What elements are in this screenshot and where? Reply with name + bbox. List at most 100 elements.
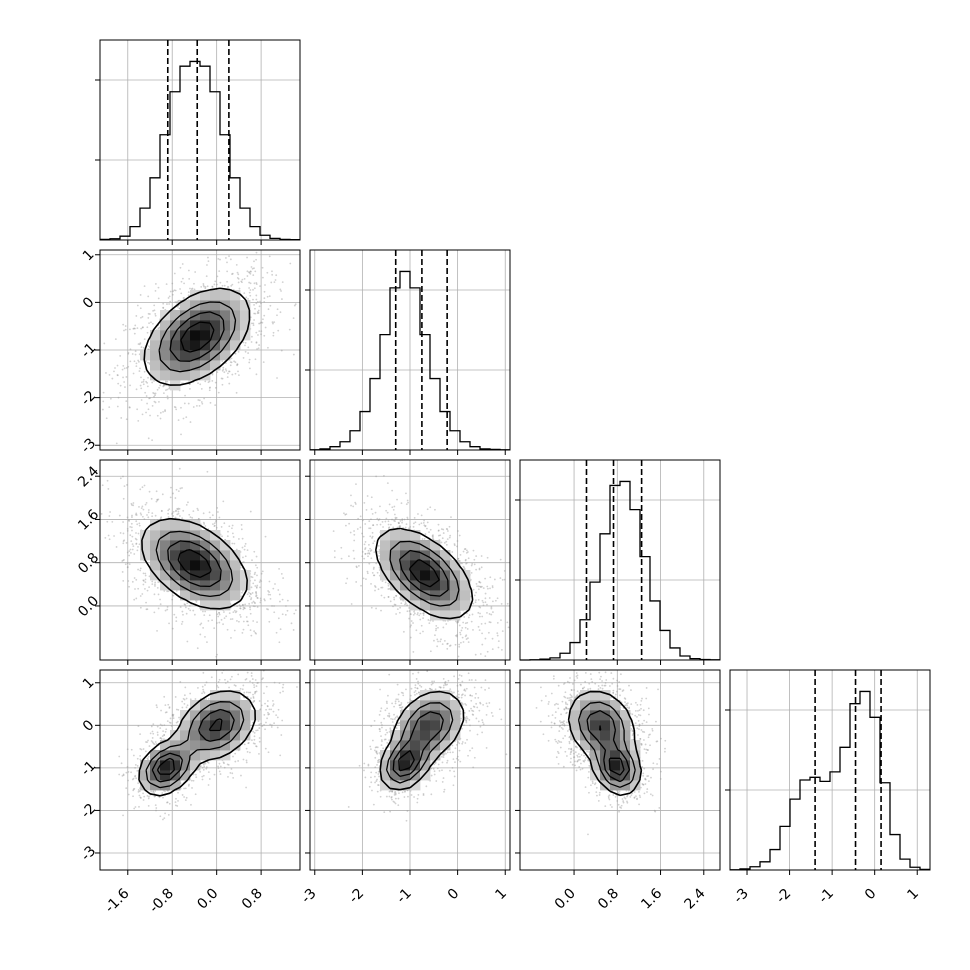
scatter-point — [245, 616, 248, 618]
scatter-point — [378, 518, 381, 520]
scatter-point — [192, 406, 195, 408]
scatter-point — [419, 612, 422, 615]
scatter-point — [180, 280, 183, 283]
scatter-point — [248, 271, 251, 274]
scatter-point — [183, 603, 186, 606]
scatter-point — [252, 298, 254, 301]
scatter-point — [368, 520, 371, 523]
density-cell — [210, 310, 221, 321]
scatter-point — [162, 411, 164, 413]
scatter-point — [487, 631, 490, 634]
scatter-point — [256, 596, 259, 599]
density-cell — [170, 330, 181, 341]
scatter-point — [228, 525, 231, 528]
scatter-point — [387, 595, 390, 598]
density-cell — [430, 560, 441, 571]
contour-line — [143, 287, 251, 386]
scatter-point — [180, 623, 183, 625]
density-cell — [440, 550, 451, 561]
scatter-point — [375, 607, 377, 610]
scatter-point — [113, 370, 115, 373]
scatter-point — [512, 637, 514, 639]
scatter-point — [350, 494, 352, 497]
scatter-point — [244, 555, 247, 558]
scatter-point — [246, 256, 248, 259]
scatter-point — [271, 270, 273, 273]
scatter-point — [274, 663, 276, 665]
scatter-point — [243, 545, 246, 548]
scatter-point — [369, 547, 371, 550]
scatter-point — [212, 523, 214, 526]
scatter-point — [376, 523, 378, 526]
scatter-point — [119, 384, 122, 387]
scatter-point — [253, 304, 255, 306]
scatter-point — [153, 392, 156, 395]
scatter-point — [405, 503, 408, 506]
scatter-point — [401, 519, 404, 522]
scatter-point — [462, 565, 465, 568]
density-cell — [160, 550, 171, 561]
scatter-point — [126, 566, 129, 568]
scatter-point — [204, 635, 206, 638]
scatter-point — [387, 582, 390, 585]
scatter-point — [235, 391, 238, 394]
scatter-point — [259, 597, 262, 600]
density-cell — [220, 550, 231, 561]
scatter-point — [208, 380, 211, 383]
scatter-point — [135, 514, 138, 516]
density-cell — [200, 530, 211, 541]
scatter-point — [157, 607, 160, 610]
scatter-point — [422, 617, 424, 620]
scatter-point — [455, 620, 457, 623]
scatter-point — [256, 606, 259, 608]
scatter-point — [277, 589, 280, 591]
scatter-point — [168, 508, 171, 511]
density-cell — [450, 570, 461, 581]
scatter-point — [259, 285, 261, 287]
scatter-point — [255, 283, 258, 286]
scatter-point — [258, 322, 261, 325]
scatter-point — [131, 529, 133, 532]
scatter-point — [252, 324, 255, 327]
scatter-point — [255, 298, 258, 301]
scatter-point — [188, 380, 191, 382]
scatter-point — [384, 520, 387, 523]
scatter-point — [195, 600, 198, 603]
scatter-point — [466, 621, 469, 624]
scatter-point — [432, 538, 435, 541]
scatter-point — [108, 373, 111, 376]
scatter-point — [418, 614, 421, 617]
scatter-point — [242, 341, 245, 344]
scatter-point — [421, 538, 424, 540]
scatter-point — [164, 381, 167, 384]
scatter-point — [217, 511, 219, 513]
scatter-point — [156, 388, 159, 391]
scatter-point — [126, 566, 129, 569]
scatter-point — [260, 330, 263, 333]
scatter-point — [140, 507, 143, 510]
scatter-point — [194, 271, 197, 273]
scatter-point — [156, 586, 159, 589]
scatter-point — [253, 319, 255, 321]
scatter-point — [124, 386, 126, 388]
scatter-point — [130, 771, 132, 774]
scatter-point — [181, 487, 183, 489]
scatter-point — [90, 368, 92, 370]
scatter-point — [250, 586, 253, 589]
scatter-point — [345, 582, 347, 585]
scatter-point — [231, 542, 234, 545]
scatter-point — [182, 613, 184, 616]
scatter-point — [140, 346, 143, 348]
scatter-point — [166, 608, 169, 611]
scatter-point — [179, 606, 182, 608]
scatter-point — [356, 528, 359, 530]
density-cell — [150, 360, 161, 371]
scatter-point — [242, 608, 245, 611]
density-cell — [230, 340, 241, 351]
scatter-point — [467, 557, 470, 560]
density-cell — [180, 310, 191, 321]
scatter-point — [288, 328, 291, 331]
scatter-point — [215, 526, 218, 529]
scatter-point — [158, 328, 160, 331]
density-cell — [190, 550, 201, 561]
